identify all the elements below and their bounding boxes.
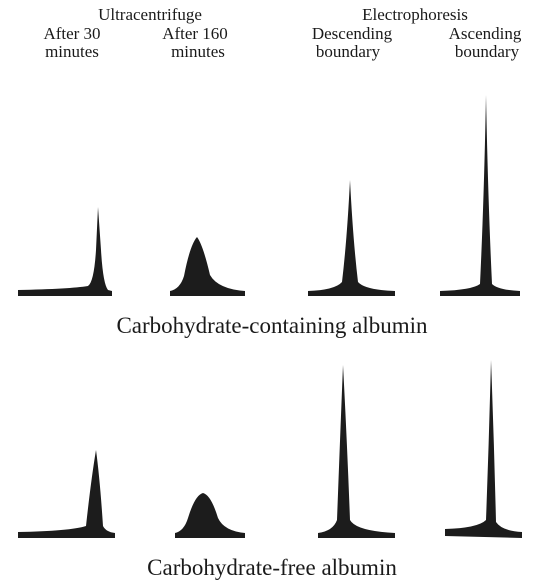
- column-label: Descending: [312, 24, 393, 43]
- group-label: Electrophoresis: [362, 5, 468, 24]
- column-label: boundary: [316, 42, 381, 61]
- column-label: After 30: [43, 24, 100, 43]
- column-label: minutes: [171, 42, 225, 61]
- page: Ultracentrifuge Electrophoresis After 30…: [0, 0, 544, 583]
- figure: Ultracentrifuge Electrophoresis After 30…: [0, 0, 544, 583]
- column-label: minutes: [45, 42, 99, 61]
- group-label: Ultracentrifuge: [98, 5, 202, 24]
- row-label: Carbohydrate-free albumin: [147, 555, 397, 580]
- column-label: After 160: [162, 24, 228, 43]
- column-label: Ascending: [449, 24, 522, 43]
- column-label: boundary: [455, 42, 520, 61]
- row-label: Carbohydrate-containing albumin: [116, 313, 428, 338]
